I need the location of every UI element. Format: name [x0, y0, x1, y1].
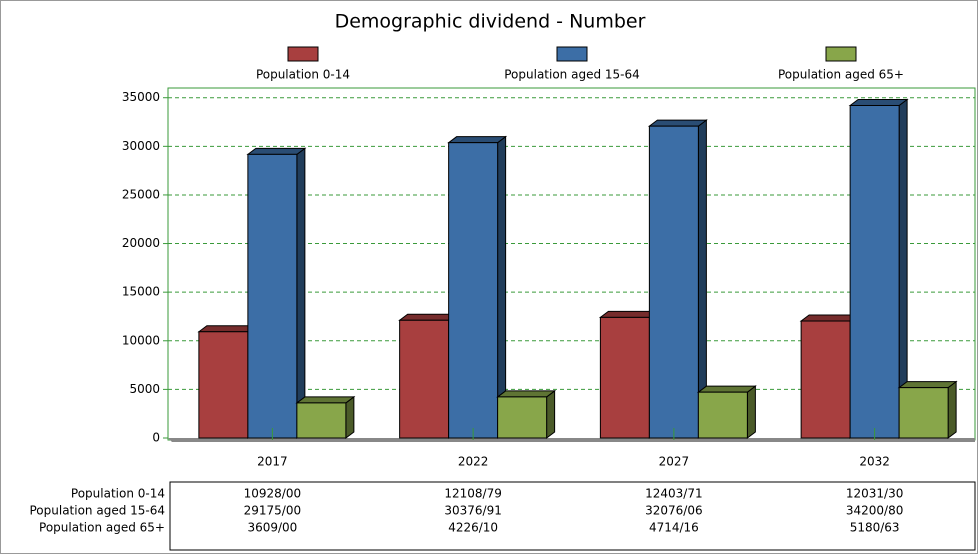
bar-top — [897, 381, 958, 389]
table-value: 5180/63 — [850, 521, 900, 535]
bar — [898, 387, 949, 439]
legend-label: Population aged 15-64 — [504, 68, 640, 82]
legend-swatch — [287, 46, 319, 62]
table-value: 12108/79 — [444, 487, 502, 501]
y-tick-label: 0 — [152, 431, 160, 445]
table-value: 12403/71 — [645, 487, 703, 501]
y-tick-label: 20000 — [122, 236, 160, 250]
table-value: 4226/10 — [448, 521, 498, 535]
bar — [198, 331, 249, 439]
floor — [168, 438, 975, 442]
legend-label: Population aged 65+ — [778, 68, 904, 82]
bar — [448, 142, 499, 439]
table-value: 4714/16 — [649, 521, 699, 535]
bar-top — [848, 98, 909, 106]
y-tick-label: 35000 — [122, 90, 160, 104]
bar-top — [398, 313, 459, 321]
table-row-label: Population aged 15-64 — [29, 504, 165, 518]
x-tick-label: 2027 — [659, 455, 690, 469]
x-tick-label: 2022 — [458, 455, 489, 469]
table-value: 12031/30 — [846, 487, 904, 501]
table-value: 3609/00 — [247, 521, 297, 535]
table-value: 30376/91 — [444, 504, 502, 518]
bar-top — [799, 314, 860, 322]
bar-top — [696, 385, 757, 393]
bar — [648, 125, 699, 439]
bar — [849, 104, 900, 439]
bar-side — [546, 389, 556, 439]
y-tick-label: 5000 — [129, 382, 160, 396]
y-tick-label: 15000 — [122, 285, 160, 299]
bar-side — [947, 380, 957, 439]
bar — [800, 320, 851, 439]
table-value: 32076/06 — [645, 504, 703, 518]
bar-top — [246, 147, 307, 155]
y-tick-label: 25000 — [122, 187, 160, 201]
bar-side — [345, 395, 355, 439]
legend-label: Population 0-14 — [256, 68, 350, 82]
bar — [247, 153, 298, 439]
table-value: 29175/00 — [244, 504, 302, 518]
bar — [697, 391, 748, 439]
bar-top — [496, 390, 557, 398]
bar-top — [447, 136, 508, 144]
legend-swatch — [556, 46, 588, 62]
legend-swatch — [825, 46, 857, 62]
bar-top — [295, 396, 356, 404]
table-value: 10928/00 — [244, 487, 302, 501]
bar — [296, 402, 347, 439]
table-row-label: Population aged 65+ — [39, 521, 165, 535]
bar-top — [598, 310, 659, 318]
data-table-border — [169, 481, 976, 551]
table-value: 34200/80 — [846, 504, 904, 518]
bar-side — [746, 385, 756, 439]
y-tick-label: 10000 — [122, 333, 160, 347]
table-row-label: Population 0-14 — [71, 487, 165, 501]
bar — [599, 316, 650, 439]
bar-side — [296, 147, 306, 439]
bar — [399, 319, 450, 439]
bar — [497, 396, 548, 439]
chart-title: Demographic dividend - Number — [335, 11, 646, 33]
y-tick-label: 30000 — [122, 139, 160, 153]
x-tick-label: 2017 — [257, 455, 288, 469]
x-tick-label: 2032 — [859, 455, 890, 469]
bar-top — [647, 119, 708, 127]
bar-top — [197, 325, 258, 333]
